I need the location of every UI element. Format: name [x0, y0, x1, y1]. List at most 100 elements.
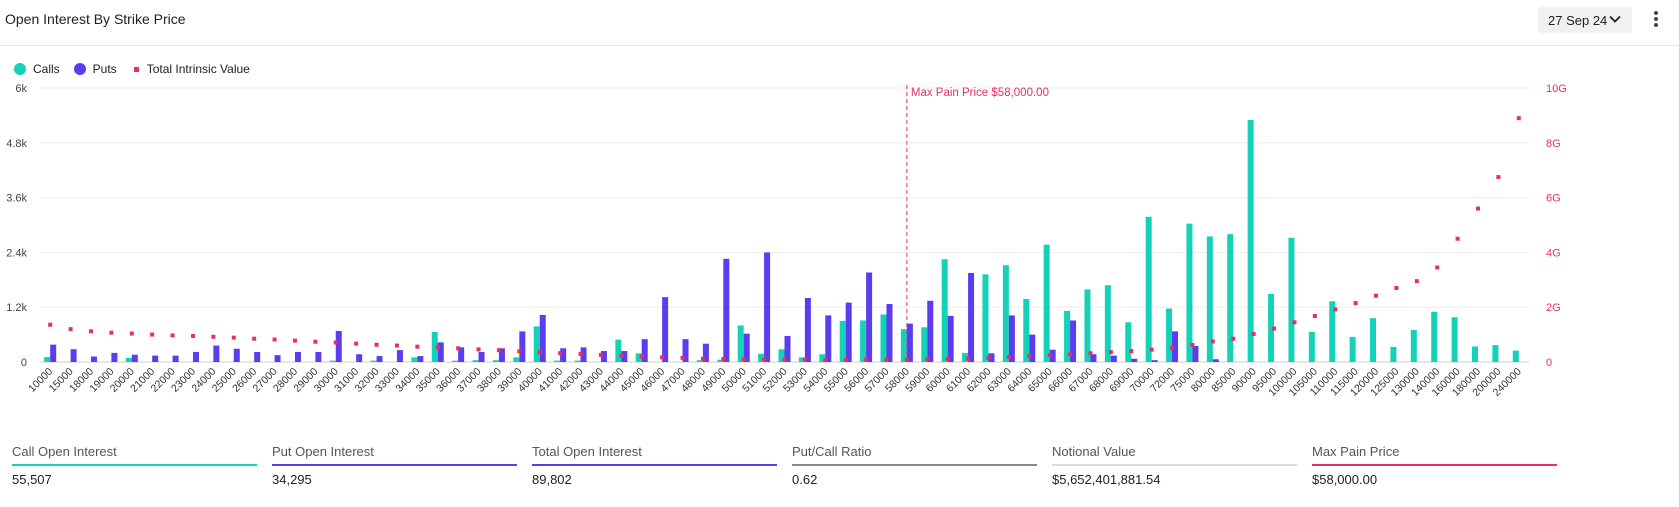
intrinsic-value-point: [272, 337, 277, 342]
puts-bar: [784, 335, 791, 362]
puts-bar: [723, 258, 730, 362]
legend-calls[interactable]: Calls: [14, 62, 60, 76]
intrinsic-value-point: [1394, 286, 1399, 291]
intrinsic-value-point: [394, 343, 399, 348]
intrinsic-value-point: [435, 345, 440, 350]
intrinsic-value-point: [1068, 352, 1073, 357]
intrinsic-value-point: [456, 346, 461, 351]
puts-bar: [580, 347, 587, 362]
stat-label: Call Open Interest: [12, 444, 117, 459]
calls-bar: [1492, 345, 1499, 362]
stat-label: Max Pain Price: [1312, 444, 1400, 459]
right-axis-tick-label: 6G: [1546, 193, 1561, 205]
puts-bar: [1029, 334, 1036, 362]
legend-puts-label: Puts: [92, 62, 117, 76]
calls-bar: [860, 320, 867, 362]
calls-bar: [1410, 330, 1417, 362]
calls-bar: [1247, 119, 1254, 362]
intrinsic-value-point: [660, 355, 665, 360]
calls-bar: [329, 360, 336, 362]
calls-bar: [1349, 336, 1356, 362]
puts-bar: [845, 302, 852, 362]
calls-bar: [717, 359, 724, 362]
calls-bar: [1043, 244, 1050, 362]
expiry-date-select[interactable]: 27 Sep 24: [1538, 7, 1632, 33]
left-axis-tick-label: 3.6k: [6, 193, 27, 205]
intrinsic-value-point: [150, 332, 155, 337]
puts-bar: [804, 298, 811, 362]
calls-bar: [44, 356, 51, 362]
calls-bar: [1206, 236, 1213, 362]
intrinsic-value-point: [925, 357, 930, 362]
puts-bar: [498, 348, 505, 362]
intrinsic-value-point: [1353, 301, 1358, 306]
calls-bar: [513, 357, 520, 362]
calls-bar: [737, 325, 744, 362]
stat-value: 89,802: [532, 472, 572, 487]
calls-bar: [1166, 308, 1173, 362]
calls-bar: [370, 360, 377, 362]
stat-label: Put/Call Ratio: [792, 444, 872, 459]
intrinsic-value-point: [1088, 351, 1093, 356]
intrinsic-value-point: [231, 335, 236, 340]
stat-label: Notional Value: [1052, 444, 1136, 459]
more-options-icon[interactable]: [1650, 9, 1662, 31]
left-axis-tick-label: 6k: [15, 83, 27, 95]
calls-bar: [1002, 265, 1009, 362]
calls-bar: [1023, 298, 1030, 362]
legend-intrinsic[interactable]: Total Intrinsic Value: [131, 62, 250, 76]
intrinsic-value-point: [945, 356, 950, 361]
calls-bar: [1064, 310, 1071, 362]
intrinsic-value-point: [1292, 320, 1297, 325]
calls-bar: [696, 360, 703, 362]
intrinsic-value-point: [1129, 349, 1134, 354]
legend-intrinsic-swatch: [133, 66, 139, 72]
right-axis-tick-label: 10G: [1546, 83, 1567, 95]
intrinsic-value-point: [762, 357, 767, 362]
intrinsic-value-point: [1210, 339, 1215, 344]
chart-header: Open Interest By Strike Price 27 Sep 24: [0, 0, 1679, 46]
calls-bar: [1472, 346, 1479, 362]
intrinsic-value-point: [1312, 313, 1317, 318]
stat-underline: [1052, 464, 1297, 466]
puts-bar: [294, 351, 301, 362]
intrinsic-value-point: [68, 327, 73, 332]
calls-bar: [921, 327, 928, 362]
intrinsic-value-point: [1190, 343, 1195, 348]
puts-bar: [1070, 320, 1077, 362]
intrinsic-value-point: [680, 355, 685, 360]
puts-bar: [1151, 360, 1158, 362]
intrinsic-value-point: [1027, 354, 1032, 359]
puts-bar: [743, 333, 750, 362]
intrinsic-value-point: [741, 357, 746, 362]
legend-puts-swatch: [73, 63, 86, 75]
stat-value: $5,652,401,881.54: [1052, 472, 1161, 487]
calls-bar: [1308, 331, 1315, 362]
calls-bar: [1451, 317, 1458, 362]
puts-bar: [478, 351, 485, 362]
intrinsic-value-point: [1272, 326, 1277, 331]
intrinsic-value-point: [1108, 350, 1113, 355]
open-interest-chart: 0 0 1.2k 2G 2.4k 4G 3.6k 6G 4.8k 8G 6k 10G Max Pain …: [6, 83, 1567, 399]
intrinsic-value-point: [1455, 236, 1460, 241]
puts-bar: [988, 353, 995, 362]
puts-bar: [702, 343, 709, 362]
chart-legend: Calls Puts Total Intrinsic Value: [14, 61, 264, 77]
puts-bar: [356, 354, 363, 362]
legend-intrinsic-label: Total Intrinsic Value: [146, 62, 250, 76]
puts-bar: [600, 351, 607, 362]
puts-bar: [131, 354, 138, 362]
intrinsic-value-point: [1047, 353, 1052, 358]
intrinsic-value-point: [48, 322, 53, 327]
puts-bar: [1090, 354, 1097, 362]
calls-bar: [635, 353, 642, 362]
calls-bar: [533, 326, 540, 362]
intrinsic-value-point: [313, 339, 318, 344]
puts-bar: [641, 339, 648, 362]
calls-bar: [900, 329, 907, 362]
intrinsic-value-point: [966, 356, 971, 361]
puts-bar: [111, 352, 118, 362]
legend-puts[interactable]: Puts: [73, 62, 117, 76]
calls-bar: [492, 360, 499, 362]
stat-call-open-interest: Call Open Interest 55,507: [12, 444, 257, 487]
